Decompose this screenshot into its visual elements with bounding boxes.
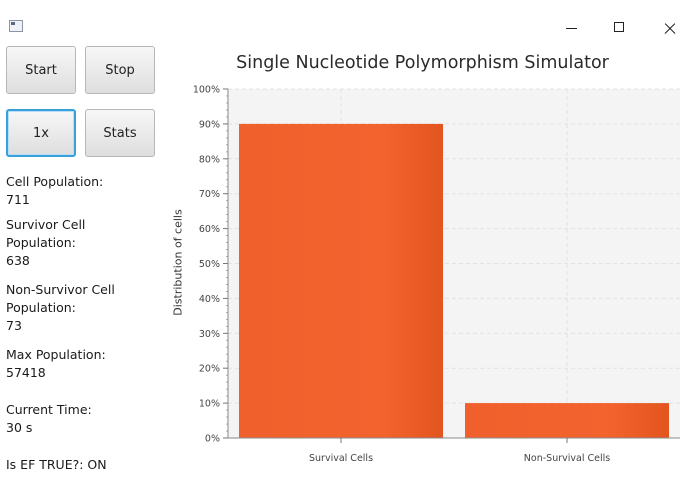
ef-status: Is EF TRUE?: ON (6, 457, 107, 472)
cell-population-info: Cell Population: 711 (6, 173, 103, 209)
survivor-label-line2: Population: (6, 235, 76, 250)
stop-button[interactable]: Stop (85, 46, 155, 94)
y-tick-label: 90% (199, 119, 220, 130)
nonsurvivor-label-line1: Non-Survivor Cell (6, 282, 115, 297)
y-tick-label: 40% (199, 294, 220, 305)
survivor-value: 638 (6, 253, 30, 268)
max-population-label: Max Population: (6, 347, 106, 362)
start-button[interactable]: Start (6, 46, 76, 94)
maximize-icon[interactable] (601, 14, 637, 42)
x-tick-label: Non-Survival Cells (524, 453, 610, 464)
y-tick-label: 10% (199, 399, 220, 410)
current-time-info: Current Time: 30 s (6, 401, 92, 437)
max-population-info: Max Population: 57418 (6, 346, 106, 382)
bar-non-survival-cells (465, 403, 669, 438)
app-window-icon (9, 20, 23, 32)
x-tick-label: Survival Cells (309, 453, 373, 464)
nonsurvivor-value: 73 (6, 318, 22, 333)
nonsurvivor-label-line2: Population: (6, 300, 76, 315)
max-population-value: 57418 (6, 365, 46, 380)
bar-survival-cells (239, 123, 443, 439)
y-tick-label: 80% (199, 154, 220, 165)
y-tick-label: 50% (199, 259, 220, 270)
current-time-value: 30 s (6, 420, 33, 435)
chart-title: Single Nucleotide Polymorphism Simulator (236, 53, 609, 73)
y-tick-label: 70% (199, 189, 220, 200)
current-time-label: Current Time: (6, 402, 92, 417)
y-tick-label: 30% (199, 329, 220, 340)
nonsurvivor-population-info: Non-Survivor Cell Population: 73 (6, 281, 115, 335)
y-tick-label: 20% (199, 364, 220, 375)
y-tick-label: 100% (193, 85, 220, 96)
survivor-population-info: Survivor Cell Population: 638 (6, 216, 85, 270)
cell-population-label: Cell Population: (6, 174, 104, 189)
y-tick-label: 0% (205, 434, 220, 445)
stats-button[interactable]: Stats (85, 109, 155, 157)
speed-button[interactable]: 1x (6, 109, 76, 157)
cell-population-value: 711 (6, 192, 30, 207)
y-tick-label: 60% (199, 224, 220, 235)
survivor-label-line1: Survivor Cell (6, 217, 86, 232)
minimize-icon[interactable] (553, 14, 589, 42)
